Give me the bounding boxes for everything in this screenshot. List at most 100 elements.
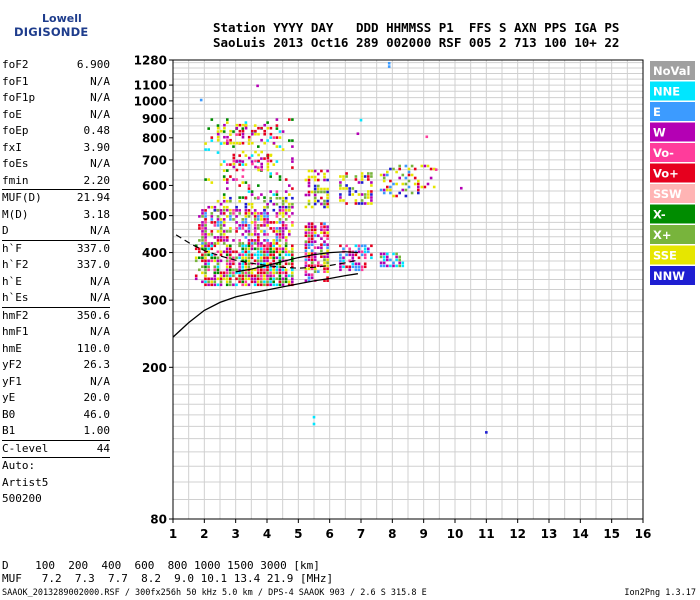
echo-point <box>247 202 251 206</box>
echo-point <box>222 230 226 233</box>
echo-point <box>278 271 282 275</box>
echo-point <box>278 247 282 251</box>
echo-point <box>256 259 260 263</box>
echo-point <box>266 205 269 209</box>
param-value: 3.18 <box>83 207 111 221</box>
echo-point <box>260 283 263 287</box>
echo-point <box>417 179 420 183</box>
echo-point <box>216 265 220 269</box>
echo-point <box>232 259 235 263</box>
echo-point <box>310 228 314 231</box>
echo-point <box>226 199 229 203</box>
echo-point <box>313 246 317 249</box>
echo-point <box>254 150 257 154</box>
echo-point <box>250 212 254 215</box>
echo-point <box>307 184 311 188</box>
echo-point <box>229 212 232 215</box>
echo-point <box>363 253 367 257</box>
echo-point <box>226 135 229 139</box>
echo-point <box>229 230 232 233</box>
legend-label: X+ <box>653 228 672 242</box>
echo-point <box>360 199 364 202</box>
echo-point <box>272 208 276 212</box>
echo-point <box>253 215 257 218</box>
echo-point <box>266 121 269 124</box>
echo-point <box>198 215 201 218</box>
param-row: hmF1 N/A <box>2 324 110 341</box>
echo-point <box>281 205 285 209</box>
echo-point <box>310 252 314 255</box>
echo-point <box>263 157 266 160</box>
echo-point <box>235 271 238 275</box>
echo-point <box>226 236 229 239</box>
param-separator <box>2 189 110 190</box>
echo-point-isolated <box>425 135 429 139</box>
echo-point <box>250 274 254 278</box>
echo-point <box>275 221 279 224</box>
echo-point <box>244 218 248 221</box>
echo-point <box>247 215 251 218</box>
echo-point <box>257 153 260 157</box>
echo-point <box>345 244 348 248</box>
echo-point <box>284 218 288 221</box>
echo-point <box>360 244 364 248</box>
echo-point <box>229 196 232 200</box>
echo-point <box>241 123 245 127</box>
echo-point <box>288 202 291 206</box>
electron-density-profile-line <box>172 273 358 338</box>
echo-point <box>204 247 207 251</box>
echo-point <box>269 199 272 203</box>
echo-point <box>207 283 210 287</box>
echo-point <box>210 218 214 221</box>
echo-point <box>287 262 291 266</box>
echo-point <box>229 163 232 166</box>
echo-point <box>360 172 364 175</box>
echo-point <box>382 176 386 180</box>
echo-point <box>269 126 273 130</box>
echo-point <box>291 221 294 224</box>
echo-point <box>389 179 392 183</box>
echo-point <box>225 259 229 263</box>
echo-point <box>342 265 345 269</box>
echo-point <box>266 212 269 215</box>
echo-point <box>222 236 226 239</box>
y-tick-label: 900 <box>142 112 167 126</box>
echo-point <box>363 256 367 260</box>
echo-point <box>232 271 235 275</box>
echo-point <box>241 141 245 145</box>
echo-point <box>320 249 323 252</box>
echo-point <box>250 268 254 272</box>
param-name: foEp <box>2 124 29 137</box>
echo-point <box>219 274 223 278</box>
echo-point <box>307 181 311 185</box>
echo-point <box>269 196 272 200</box>
legend-swatch <box>650 266 695 285</box>
echo-point <box>232 218 235 221</box>
echo-point <box>304 267 308 270</box>
echo-point <box>260 253 263 257</box>
echo-point <box>247 244 251 248</box>
echo-point <box>407 170 411 174</box>
echo-point <box>272 256 275 260</box>
echo-point <box>216 126 220 130</box>
echo-point <box>367 193 370 196</box>
echo-point <box>223 126 226 130</box>
echo-point <box>222 242 226 245</box>
echo-point <box>247 138 251 142</box>
echo-point <box>326 261 329 264</box>
echo-point <box>216 259 220 263</box>
echo-point <box>320 246 323 249</box>
echo-point <box>278 175 282 178</box>
echo-point <box>275 196 279 200</box>
echo-point <box>241 163 245 166</box>
echo-point <box>244 121 248 124</box>
param-name: foE <box>2 107 22 121</box>
echo-point <box>291 262 294 266</box>
echo-point <box>232 274 235 278</box>
param-value: N/A <box>90 157 110 170</box>
echo-point <box>275 172 279 175</box>
echo-point <box>326 193 329 197</box>
echo-point <box>278 259 282 263</box>
legend-swatch <box>650 81 695 101</box>
